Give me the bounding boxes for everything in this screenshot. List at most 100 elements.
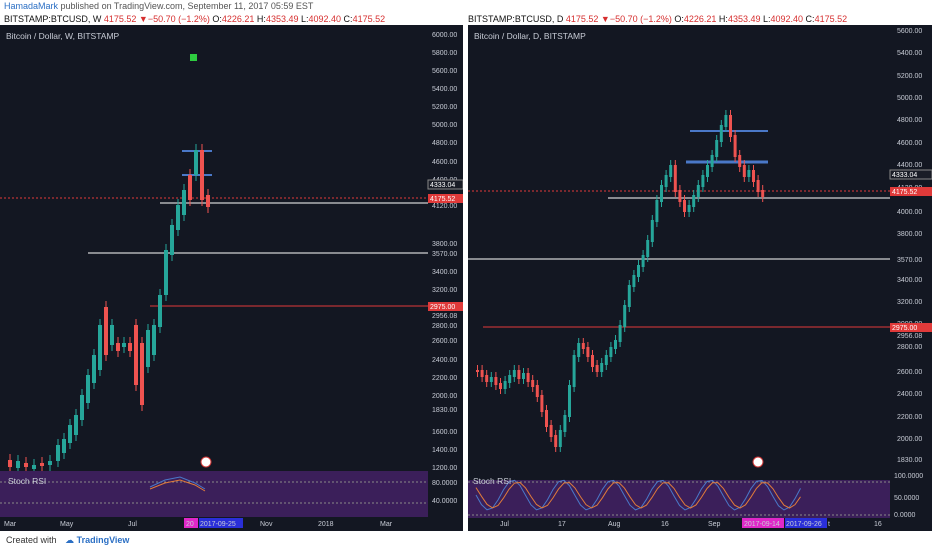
daily-candle-body xyxy=(660,185,663,202)
weekly-candle-body xyxy=(182,190,186,215)
right-price-label: 3570.00 xyxy=(897,257,922,264)
daily-candle-body xyxy=(747,170,751,177)
weekly-candle-body xyxy=(92,355,96,383)
right-time-label: t xyxy=(828,521,830,528)
left-chart-title: Bitcoin / Dollar, W, BITSTAMP xyxy=(6,31,120,41)
daily-candle-body xyxy=(503,381,507,389)
author-link[interactable]: HamadaMark xyxy=(4,1,59,11)
weekly-chart-panel[interactable]: Bitcoin / Dollar, W, BITSTAMP 6000.00 580… xyxy=(0,25,463,531)
left-price-label: 5400.00 xyxy=(432,86,457,93)
daily-candle-body xyxy=(627,285,631,307)
left-price-label: 2200.00 xyxy=(432,375,457,382)
daily-candle-body xyxy=(535,385,539,397)
weekly-candle-body xyxy=(32,465,36,469)
daily-candle-body xyxy=(476,370,479,372)
daily-candle-body xyxy=(600,363,604,372)
daily-candle-body xyxy=(696,185,700,197)
left-time-label: 20 xyxy=(186,521,194,528)
right-change: −50.70 (−1.2%) xyxy=(609,14,672,24)
left-rsi-k-line xyxy=(149,476,206,490)
daily-candle-body xyxy=(568,385,571,417)
tradingview-brand[interactable]: TradingView xyxy=(76,535,130,545)
daily-candle-body xyxy=(586,347,590,357)
right-tag-4175 xyxy=(890,187,932,196)
left-signal-marker xyxy=(190,54,197,61)
left-price-label: 5200.00 xyxy=(432,104,457,111)
daily-candle-body xyxy=(494,377,498,385)
daily-candle-body xyxy=(646,240,650,257)
weekly-candle-body xyxy=(170,225,174,255)
left-tag-4333-text: 4333.04 xyxy=(430,182,455,189)
weekly-candle-body xyxy=(176,205,180,230)
left-price-label: 2800.00 xyxy=(432,323,457,330)
daily-candle-body xyxy=(563,415,567,432)
weekly-candle-body xyxy=(146,330,150,367)
left-tag-4175 xyxy=(428,194,463,203)
daily-candle-body xyxy=(756,180,760,192)
daily-candle-body xyxy=(485,375,489,382)
right-price-label: 4600.00 xyxy=(897,140,922,147)
left-price-label: 2000.00 xyxy=(432,393,457,400)
daily-chart-canvas[interactable]: 5600.00 5400.00 5200.00 5000.00 4800.00 4600.… xyxy=(468,25,932,531)
weekly-candle-body xyxy=(104,307,108,355)
right-l-label: L: xyxy=(760,14,771,24)
right-price-label: 2000.00 xyxy=(897,436,922,443)
daily-candle-body xyxy=(609,347,613,357)
daily-candle-body xyxy=(673,165,677,192)
panel-divider xyxy=(463,25,468,531)
right-chart-title: Bitcoin / Dollar, D, BITSTAMP xyxy=(474,31,586,41)
left-rsi-label: Stoch RSI xyxy=(8,476,47,486)
left-price-label: 2956.08 xyxy=(432,313,457,320)
down-arrow-icon: ▼ xyxy=(136,14,148,24)
weekly-candle-body xyxy=(48,461,52,465)
daily-candle-body xyxy=(738,155,742,167)
daily-chart-panel[interactable]: Bitcoin / Dollar, D, BITSTAMP 5600.00 540… xyxy=(468,25,932,531)
daily-candle-body xyxy=(614,340,617,349)
right-tag-4333 xyxy=(889,169,932,180)
daily-candle-body xyxy=(526,373,530,382)
left-tag-4333 xyxy=(427,179,463,190)
daily-candle-body xyxy=(742,165,746,177)
left-rsi-level: 40.0000 xyxy=(432,498,457,505)
left-price-label: 4800.00 xyxy=(432,140,457,147)
right-rsi-d-line xyxy=(475,482,801,509)
left-symbol: BITSTAMP:BTCUSD, W xyxy=(4,14,104,24)
daily-candle-body xyxy=(678,190,682,202)
daily-candle-body xyxy=(641,255,645,267)
right-time-label: 2017-09-14 xyxy=(744,521,780,528)
left-price-label: 1600.00 xyxy=(432,429,457,436)
left-time-label: Mar xyxy=(380,521,393,528)
weekly-chart-canvas[interactable]: 6000.00 5800.00 5600.00 5400.00 5200.00 5000.… xyxy=(0,25,463,531)
created-with-text: Created with xyxy=(6,535,57,545)
right-time-label: Jul xyxy=(500,521,509,528)
daily-candle-body xyxy=(683,200,686,212)
daily-candle-body xyxy=(715,140,719,157)
left-low: 4092.40 xyxy=(308,14,342,24)
weekly-candle-body xyxy=(24,463,28,467)
left-open: 4226.21 xyxy=(221,14,255,24)
left-price-label: 4120.00 xyxy=(432,203,457,210)
left-price-label: 3800.00 xyxy=(432,241,457,248)
weekly-candle-body xyxy=(206,195,210,207)
daily-candle-body xyxy=(604,355,608,365)
daily-candle-body xyxy=(545,410,548,427)
left-time-label: 2017-09-25 xyxy=(200,521,236,528)
weekly-candle-body xyxy=(158,295,162,327)
weekly-candle-body xyxy=(74,415,78,435)
left-rsi-d-line xyxy=(149,479,206,492)
right-price-label: 5000.00 xyxy=(897,95,922,102)
right-price-label: 1830.00 xyxy=(897,457,922,464)
left-time-label: Nov xyxy=(260,521,273,528)
daily-candle-body xyxy=(664,175,668,187)
left-l-label: L: xyxy=(298,14,309,24)
right-o-label: O: xyxy=(671,14,684,24)
left-time-label: Mar xyxy=(4,521,17,528)
left-price-label: 2600.00 xyxy=(432,338,457,345)
right-time-highlight xyxy=(742,518,784,528)
weekly-candle-body xyxy=(98,325,102,370)
left-time-cursor xyxy=(199,518,243,528)
right-low: 4092.40 xyxy=(770,14,804,24)
right-h-label: H: xyxy=(716,14,728,24)
left-rsi-pane xyxy=(0,471,428,517)
right-time-label: 16 xyxy=(661,521,669,528)
